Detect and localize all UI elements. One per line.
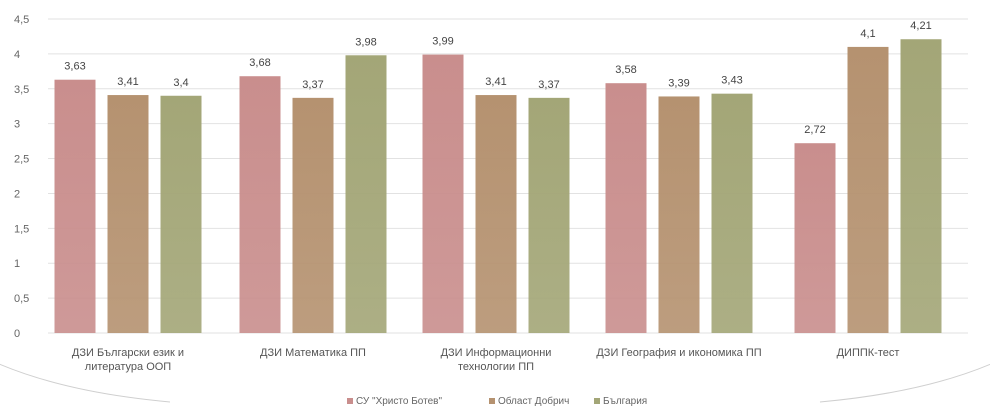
- bar: [658, 96, 700, 333]
- legend-label: България: [603, 396, 647, 407]
- decorative-frame-curve: [0, 363, 990, 403]
- bar: [54, 79, 96, 333]
- data-labels: 3,63 3,68 3,99 3,58 2,72 3,41 3,37 3,41 3,39 4,1 3…: [64, 20, 931, 136]
- legend-label: Област Добрич: [498, 395, 569, 407]
- bar: [847, 46, 889, 334]
- data-label: 3,37: [302, 79, 323, 91]
- data-label: 3,58: [615, 64, 636, 76]
- bar: [794, 143, 836, 333]
- y-tick-label: 4: [14, 49, 20, 61]
- data-label: 3,68: [249, 57, 270, 69]
- bar: [107, 95, 149, 334]
- y-tick-label: 0,5: [14, 293, 29, 305]
- data-label: 3,37: [538, 79, 559, 91]
- legend: СУ "Христо Ботев" Област Добрич България: [347, 395, 647, 407]
- data-label: 4,21: [910, 20, 931, 32]
- bar: [345, 55, 387, 333]
- category-label: ДЗИ География и икономика ПП: [596, 347, 761, 359]
- category-label: ДЗИ Информационни: [441, 347, 552, 359]
- bar: [475, 95, 517, 334]
- bars: [54, 39, 942, 334]
- y-tick-label: 1: [14, 258, 20, 270]
- y-tick-label: 0: [14, 328, 20, 340]
- category-label: литература ООП: [85, 361, 172, 373]
- data-label: 3,43: [721, 75, 742, 87]
- data-label: 3,63: [64, 61, 85, 73]
- data-label: 3,41: [117, 76, 138, 88]
- data-label: 2,72: [804, 124, 825, 136]
- bar: [605, 83, 647, 333]
- y-axis: 0 0,5 1 1,5 2 2,5 3 3,5 4 4,5: [14, 14, 29, 340]
- y-tick-label: 3: [14, 119, 20, 131]
- bar: [422, 54, 464, 333]
- data-label: 3,39: [668, 77, 689, 89]
- x-axis: ДЗИ Български език и литература ООП ДЗИ Ма…: [72, 347, 899, 373]
- y-tick-label: 3,5: [14, 84, 29, 96]
- y-tick-label: 1,5: [14, 223, 29, 235]
- legend-swatch: [347, 398, 353, 404]
- data-label: 4,1: [860, 28, 875, 40]
- bar: [239, 76, 281, 334]
- category-label: ДИППК-тест: [837, 347, 900, 359]
- data-label: 3,41: [485, 76, 506, 88]
- data-label: 3,99: [432, 36, 453, 48]
- bar: [528, 97, 570, 333]
- legend-label: СУ "Христо Ботев": [356, 396, 442, 407]
- y-tick-label: 4,5: [14, 14, 29, 26]
- bar: [900, 39, 942, 333]
- data-label: 3,4: [173, 77, 188, 89]
- category-label: ДЗИ Математика ПП: [260, 347, 366, 359]
- y-tick-label: 2,5: [14, 154, 29, 166]
- y-tick-label: 2: [14, 188, 20, 200]
- category-label: ДЗИ Български език и: [72, 347, 184, 359]
- legend-swatch: [594, 398, 600, 404]
- bar: [160, 95, 202, 333]
- data-label: 3,98: [355, 36, 376, 48]
- bar: [711, 93, 753, 333]
- category-label: технологии ПП: [458, 361, 534, 373]
- bar: [292, 97, 334, 333]
- legend-swatch: [489, 398, 495, 404]
